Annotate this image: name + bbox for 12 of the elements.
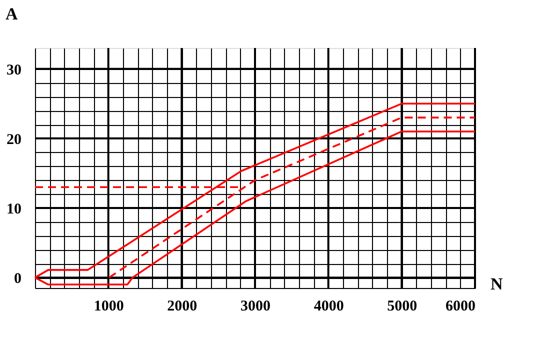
x-tick-label: 6000 bbox=[446, 298, 476, 314]
y-tick-label: 20 bbox=[6, 132, 22, 148]
y-tick-label: 30 bbox=[6, 62, 22, 78]
y-tick-label: 10 bbox=[6, 202, 22, 218]
x-axis-title: N bbox=[490, 274, 504, 294]
x-tick-label: 4000 bbox=[314, 298, 344, 314]
y-axis-title: A bbox=[6, 4, 18, 24]
x-tick-label: 3000 bbox=[240, 298, 270, 314]
x-tick-label: 1000 bbox=[94, 298, 124, 314]
x-tick-label: 2000 bbox=[167, 298, 198, 314]
x-tick-label: 5000 bbox=[387, 298, 418, 314]
y-tick-label: 0 bbox=[14, 271, 22, 288]
